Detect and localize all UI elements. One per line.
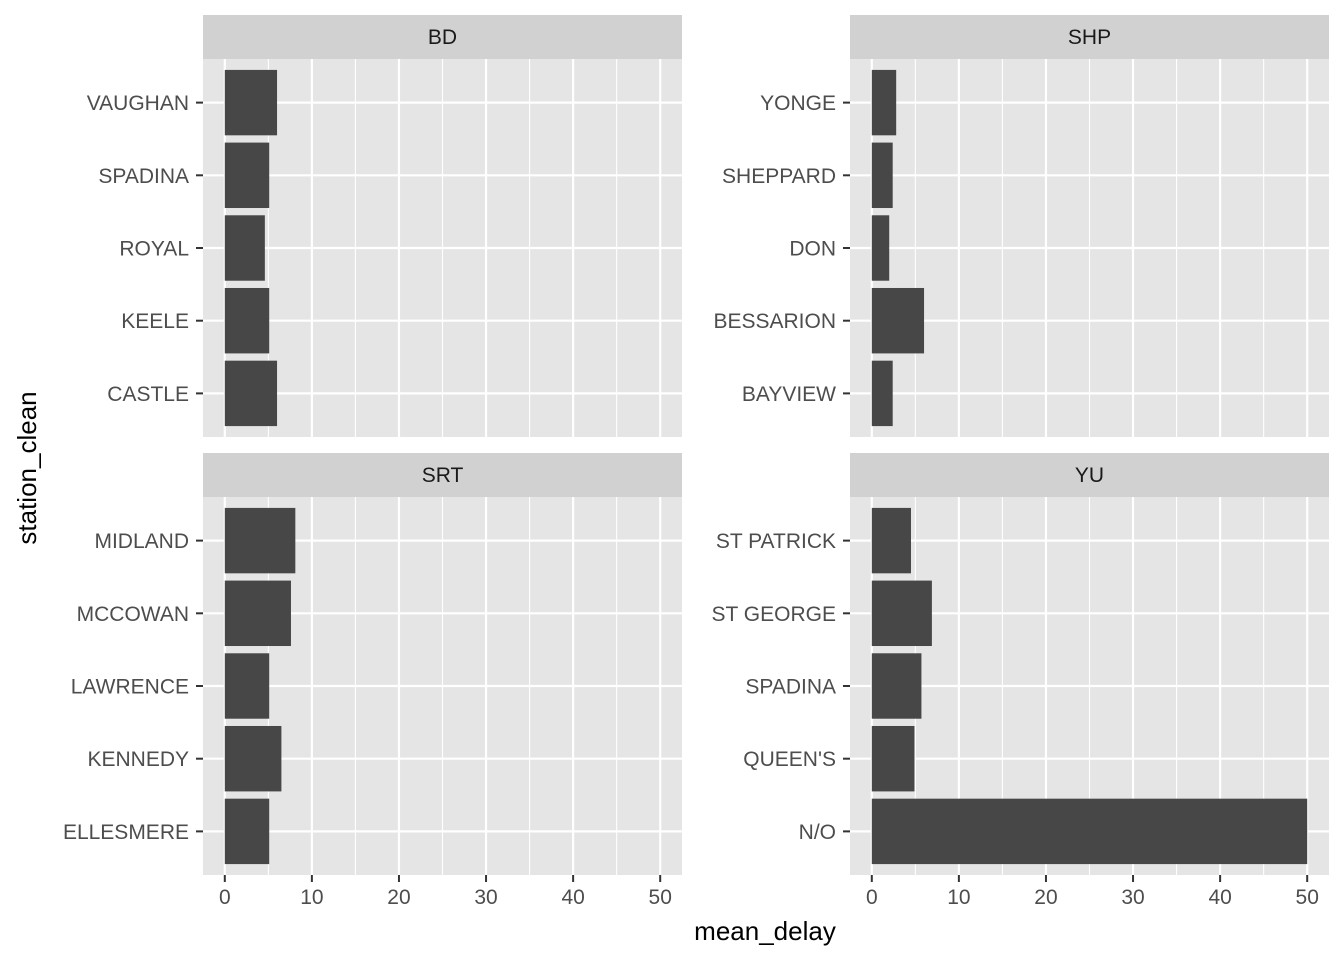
y-tick-label: MIDLAND (94, 530, 189, 553)
y-tick-label: VAUGHAN (87, 92, 189, 115)
y-tick-label: LAWRENCE (71, 676, 189, 699)
y-tick-label: ROYAL (119, 238, 189, 261)
x-tick-label: 10 (300, 886, 323, 909)
facet-strip-label: SHP (1068, 26, 1111, 49)
bar-bd-royal (224, 215, 265, 281)
facet-strip-label: BD (428, 26, 457, 49)
y-tick-label: KENNEDY (87, 748, 189, 771)
y-tick-label: MCCOWAN (77, 603, 189, 626)
bar-bd-keele (224, 287, 270, 354)
bar-shp-sheppard (871, 142, 893, 209)
x-axis-title: mean_delay (694, 916, 836, 946)
bar-srt-midland (224, 507, 296, 574)
y-tick-label: N/O (799, 821, 836, 844)
y-tick-label: QUEEN'S (743, 748, 836, 771)
x-tick-label: 20 (1034, 886, 1057, 909)
facet-strip (850, 453, 1329, 497)
bar-srt-ellesmere (224, 798, 270, 865)
facet-strip (203, 15, 682, 59)
x-tick-label: 40 (1208, 886, 1231, 909)
bar-shp-yonge (871, 69, 897, 136)
bar-yu-st-patrick (871, 507, 911, 574)
y-tick-label: CASTLE (107, 383, 189, 406)
bar-yu-n-o (871, 798, 1308, 865)
y-tick-label: DON (789, 238, 836, 261)
bar-srt-lawrence (224, 653, 270, 719)
facet-strip-label: SRT (422, 464, 464, 487)
y-tick-label: ELLESMERE (63, 821, 189, 844)
x-tick-label: 10 (947, 886, 970, 909)
y-tick-label: SHEPPARD (722, 165, 836, 188)
x-tick-label: 20 (387, 886, 410, 909)
bar-bd-spadina (224, 142, 270, 209)
bar-shp-don (871, 215, 890, 281)
bar-srt-kennedy (224, 725, 282, 792)
x-tick-label: 40 (561, 886, 584, 909)
facet-strip-label: YU (1075, 464, 1104, 487)
bar-yu-spadina (871, 653, 922, 719)
bar-yu-st-george (871, 580, 932, 647)
bar-bd-castle (224, 360, 278, 427)
facet-panel-srt: SRT MIDLAND MCCOWAN LAWRENCE KENNEDY ELLESMER… (63, 453, 682, 909)
bar-shp-bayview (871, 360, 893, 427)
bar-srt-mccowan (224, 580, 291, 647)
facet-panel-shp: SHP YONGE SHEPPARD DON BESSARION BAYVIEW (713, 15, 1329, 437)
bar-shp-bessarion (871, 287, 925, 354)
bar-bd-vaughan (224, 69, 278, 136)
y-axis-title: station_clean (12, 391, 42, 544)
facet-strip (850, 15, 1329, 59)
y-tick-label: YONGE (760, 92, 836, 115)
x-tick-label: 0 (866, 886, 878, 909)
y-tick-label: SPADINA (98, 165, 189, 188)
facet-panel-yu: YU ST PATRICK ST GEORGE SPADINA QUEEN'S N/O 0 1… (712, 453, 1329, 909)
x-tick-label: 30 (1121, 886, 1144, 909)
x-tick-label: 50 (649, 886, 672, 909)
x-tick-label: 50 (1296, 886, 1319, 909)
y-tick-label: ST PATRICK (716, 530, 836, 553)
facet-panel-bd: BD VAUGHAN SPADINA ROYAL KEELE CASTLE (87, 15, 682, 437)
y-tick-label: BAYVIEW (742, 383, 836, 406)
y-tick-label: BESSARION (713, 310, 836, 333)
y-tick-label: KEELE (121, 310, 189, 333)
bar-yu-queen-s (871, 725, 915, 792)
x-tick-label: 0 (219, 886, 231, 909)
y-tick-label: SPADINA (745, 676, 836, 699)
facet-strip (203, 453, 682, 497)
x-tick-label: 30 (474, 886, 497, 909)
y-tick-label: ST GEORGE (712, 603, 836, 626)
